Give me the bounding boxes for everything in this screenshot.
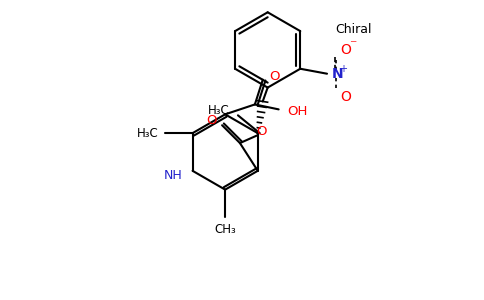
Text: N: N: [332, 67, 344, 81]
Text: O: O: [340, 91, 351, 104]
Text: NH: NH: [164, 169, 182, 182]
Text: H₃C: H₃C: [137, 127, 159, 140]
Text: O: O: [207, 114, 217, 127]
Text: OH: OH: [287, 105, 308, 118]
Text: Chiral: Chiral: [335, 22, 371, 36]
Text: O: O: [270, 70, 280, 83]
Text: ⁻: ⁻: [349, 38, 356, 52]
Text: CH₃: CH₃: [214, 223, 236, 236]
Text: H₃C: H₃C: [208, 104, 230, 117]
Text: O: O: [257, 125, 267, 138]
Text: O: O: [340, 43, 351, 57]
Text: +: +: [339, 64, 347, 74]
